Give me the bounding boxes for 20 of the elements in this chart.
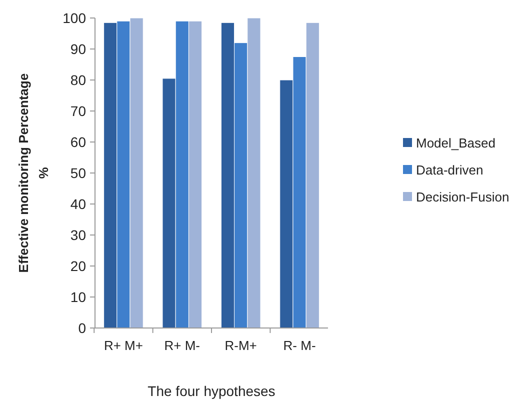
legend-label: Decision-Fusion — [416, 190, 510, 205]
y-tick-label: 90 — [70, 40, 86, 57]
y-axis-title: Effective monitoring Percentage % — [16, 73, 51, 273]
y-tick-label: 80 — [70, 72, 86, 88]
y-tick-label: 30 — [70, 226, 86, 243]
y-tick-label: 60 — [70, 134, 86, 150]
y-tick-label: 40 — [70, 196, 86, 212]
y-tick-label: 20 — [70, 258, 86, 274]
y-tick-label: 10 — [70, 288, 86, 305]
x-axis-title: The four hypotheses — [148, 383, 276, 399]
y-tick-label: 70 — [70, 102, 86, 119]
y-tick-label: 100 — [62, 10, 86, 26]
y-tick-label: 50 — [70, 164, 86, 181]
legend-label: Model_Based — [416, 136, 496, 151]
legend-label: Data-driven — [416, 162, 484, 178]
x-tick-label: R- M- — [283, 338, 316, 353]
x-tick-label: R-M+ — [224, 338, 257, 353]
y-tick-label: 0 — [78, 320, 86, 336]
x-tick-label: R+ M+ — [104, 338, 143, 353]
x-tick-label: R+ M- — [164, 338, 200, 353]
